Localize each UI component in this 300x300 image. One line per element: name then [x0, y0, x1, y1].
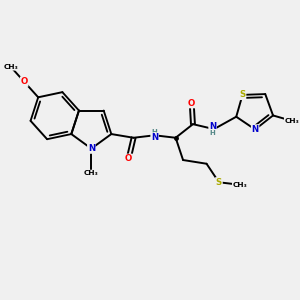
Text: CH₃: CH₃	[4, 64, 18, 70]
Text: N: N	[209, 122, 216, 131]
Text: CH₃: CH₃	[84, 170, 99, 176]
Text: S: S	[216, 178, 222, 187]
Text: N: N	[151, 133, 158, 142]
Text: O: O	[188, 99, 195, 108]
Text: H: H	[210, 130, 215, 136]
Text: CH₃: CH₃	[285, 118, 299, 124]
Text: O: O	[125, 154, 132, 163]
Text: O: O	[20, 77, 28, 86]
Text: N: N	[88, 144, 95, 153]
Text: H: H	[152, 129, 158, 135]
Text: S: S	[239, 90, 246, 99]
Text: N: N	[251, 125, 259, 134]
Text: CH₃: CH₃	[232, 182, 247, 188]
